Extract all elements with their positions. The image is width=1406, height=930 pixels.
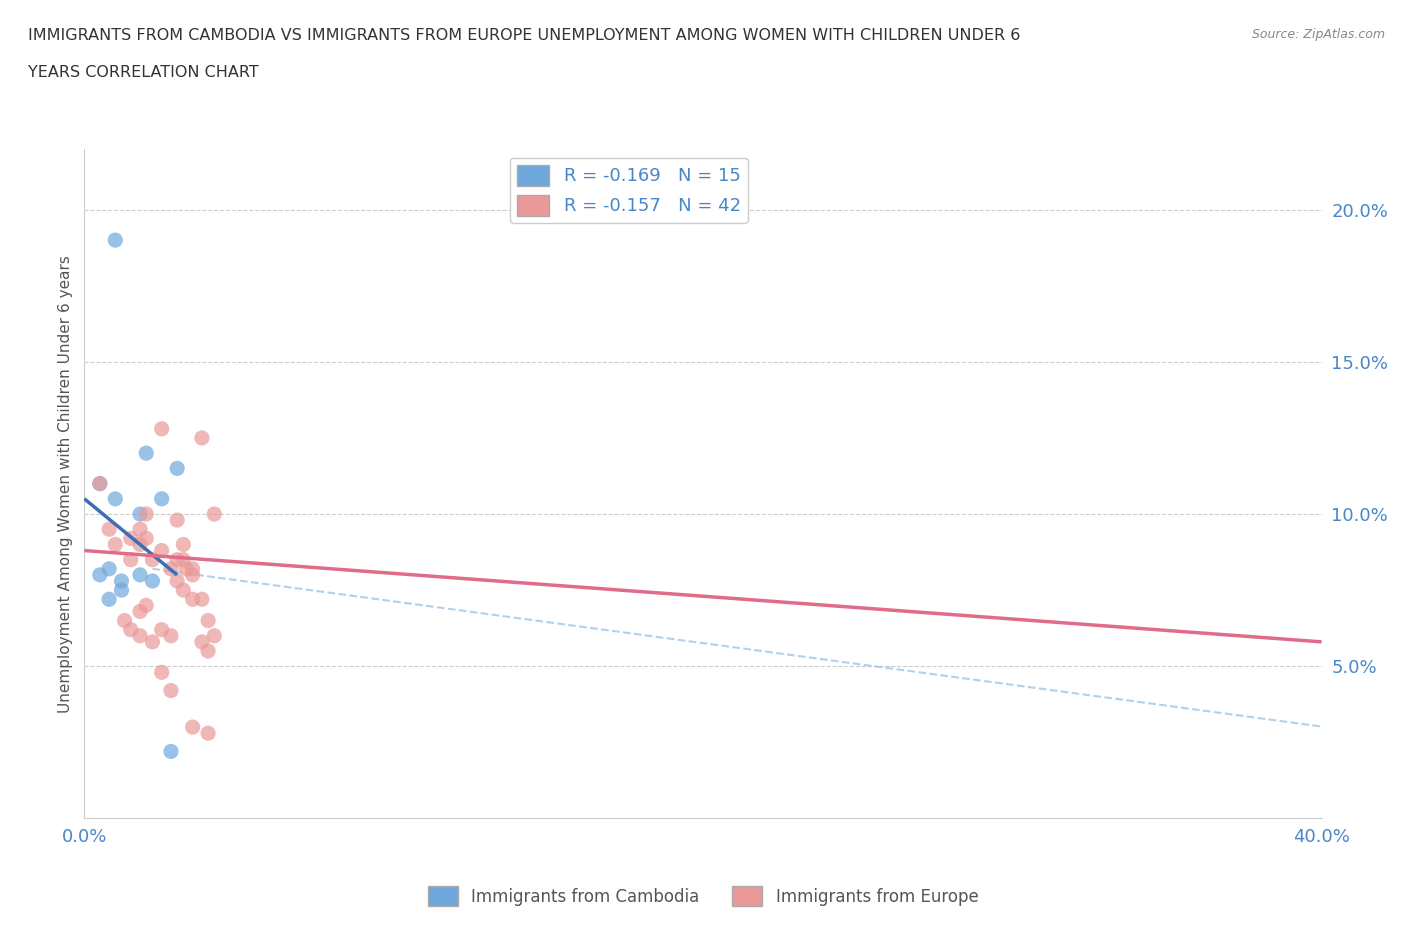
Point bbox=[202, 629, 225, 644]
Point bbox=[172, 537, 194, 551]
Point bbox=[197, 644, 219, 658]
Point bbox=[160, 684, 183, 698]
Point bbox=[129, 629, 152, 644]
Point bbox=[129, 537, 152, 551]
Point bbox=[114, 613, 136, 628]
Point bbox=[150, 622, 173, 637]
Point bbox=[191, 431, 214, 445]
Point bbox=[166, 552, 188, 567]
Legend: Immigrants from Cambodia, Immigrants from Europe: Immigrants from Cambodia, Immigrants fro… bbox=[420, 880, 986, 912]
Point bbox=[120, 552, 142, 567]
Point bbox=[98, 591, 121, 606]
Point bbox=[110, 574, 132, 589]
Point bbox=[135, 507, 157, 522]
Point bbox=[181, 567, 204, 582]
Point bbox=[150, 421, 173, 436]
Point bbox=[176, 562, 198, 577]
Point bbox=[150, 543, 173, 558]
Point bbox=[104, 232, 127, 247]
Point bbox=[191, 591, 214, 606]
Text: YEARS CORRELATION CHART: YEARS CORRELATION CHART bbox=[28, 65, 259, 80]
Point bbox=[166, 574, 188, 589]
Point bbox=[160, 562, 183, 577]
Point bbox=[135, 445, 157, 460]
Point bbox=[129, 522, 152, 537]
Point bbox=[104, 537, 127, 551]
Point bbox=[110, 583, 132, 598]
Point bbox=[104, 491, 127, 506]
Point bbox=[89, 476, 111, 491]
Point bbox=[129, 604, 152, 618]
Point bbox=[166, 461, 188, 476]
Point bbox=[120, 531, 142, 546]
Point bbox=[98, 522, 121, 537]
Point bbox=[129, 567, 152, 582]
Point bbox=[160, 629, 183, 644]
Point bbox=[89, 476, 111, 491]
Point bbox=[89, 567, 111, 582]
Point bbox=[197, 613, 219, 628]
Point bbox=[181, 562, 204, 577]
Point bbox=[141, 634, 163, 649]
Point bbox=[160, 744, 183, 759]
Text: IMMIGRANTS FROM CAMBODIA VS IMMIGRANTS FROM EUROPE UNEMPLOYMENT AMONG WOMEN WITH: IMMIGRANTS FROM CAMBODIA VS IMMIGRANTS F… bbox=[28, 28, 1021, 43]
Point bbox=[181, 591, 204, 606]
Point bbox=[135, 598, 157, 613]
Point bbox=[181, 720, 204, 735]
Point bbox=[150, 665, 173, 680]
Point bbox=[141, 574, 163, 589]
Point bbox=[202, 507, 225, 522]
Y-axis label: Unemployment Among Women with Children Under 6 years: Unemployment Among Women with Children U… bbox=[58, 255, 73, 712]
Point bbox=[135, 531, 157, 546]
Point bbox=[197, 725, 219, 740]
Point bbox=[191, 634, 214, 649]
Text: Source: ZipAtlas.com: Source: ZipAtlas.com bbox=[1251, 28, 1385, 41]
Point bbox=[166, 512, 188, 527]
Point bbox=[150, 491, 173, 506]
Point bbox=[120, 622, 142, 637]
Point bbox=[172, 552, 194, 567]
Legend: R = -0.169   N = 15, R = -0.157   N = 42: R = -0.169 N = 15, R = -0.157 N = 42 bbox=[509, 158, 748, 223]
Point bbox=[141, 552, 163, 567]
Point bbox=[98, 562, 121, 577]
Point bbox=[129, 507, 152, 522]
Point bbox=[172, 583, 194, 598]
